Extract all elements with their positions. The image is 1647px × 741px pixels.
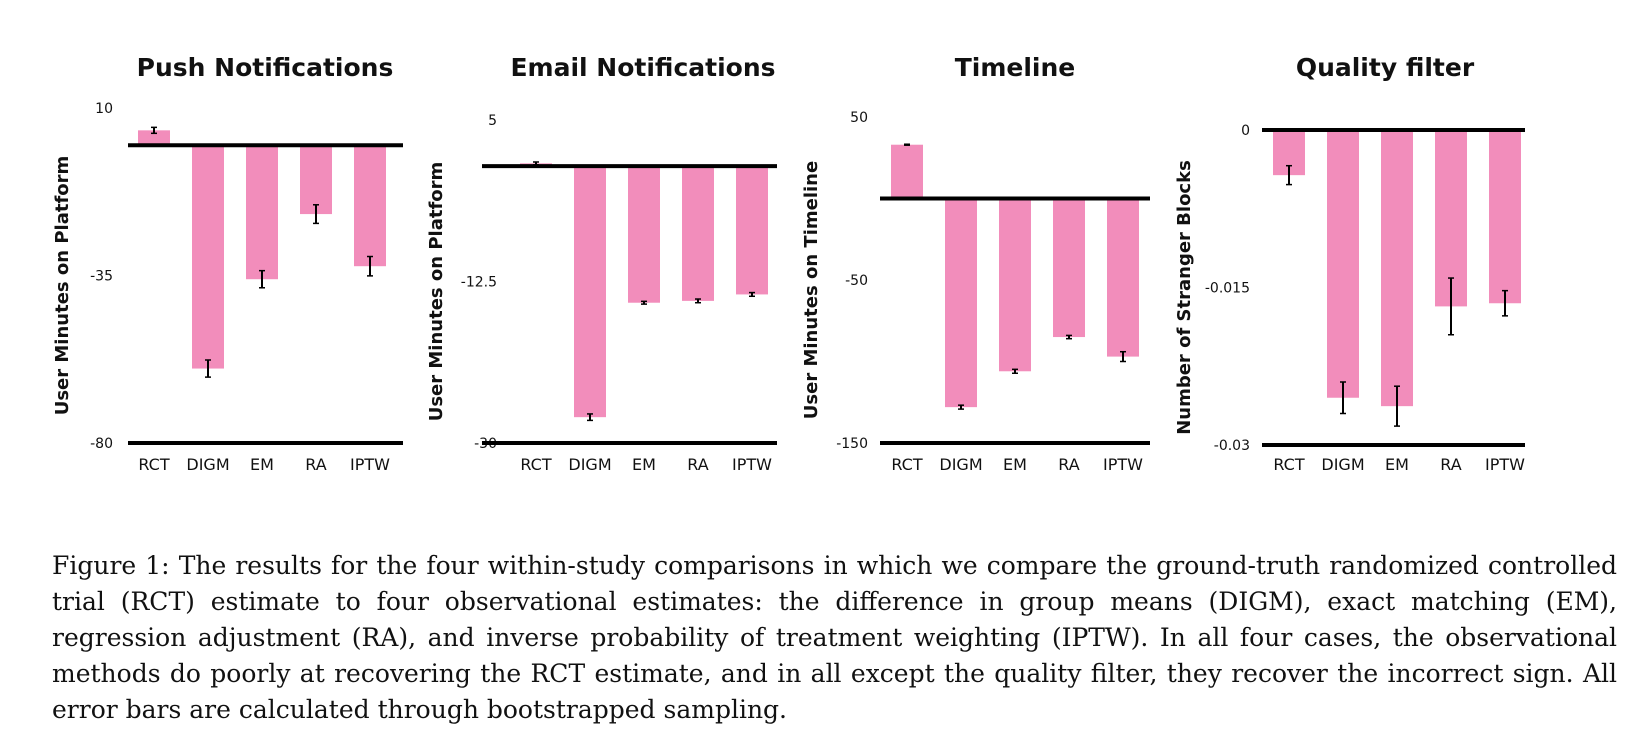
x-tick-label: RCT bbox=[520, 455, 551, 474]
chart-panel-4: Quality filter Number of Stranger Blocks 0… bbox=[1174, 53, 1525, 474]
x-tick-label: DIGM bbox=[939, 455, 982, 474]
x-tick-label: RCT bbox=[891, 455, 922, 474]
y-tick-label: -80 bbox=[90, 436, 113, 452]
y-axis-label: User Minutes on Timeline bbox=[801, 161, 822, 419]
y-tick-label: -0.03 bbox=[1214, 438, 1250, 454]
x-tick-label: RCT bbox=[138, 455, 169, 474]
figure-caption: Figure 1: The results for the four withi… bbox=[52, 551, 1617, 724]
y-axis-label: Number of Stranger Blocks bbox=[1174, 160, 1195, 435]
y-tick-label: 5 bbox=[488, 113, 497, 129]
x-tick-label: IPTW bbox=[732, 455, 772, 474]
chart-panel-1: Push Notifications User Minutes on Platfo… bbox=[52, 53, 403, 474]
y-tick-label: -0.015 bbox=[1205, 281, 1250, 297]
bar-iptw bbox=[354, 145, 386, 267]
x-tick-label: DIGM bbox=[1321, 455, 1364, 474]
y-axis-label: User Minutes on Platform bbox=[52, 156, 73, 416]
x-tick-label: EM bbox=[1003, 455, 1027, 474]
y-tick-label: -35 bbox=[90, 269, 113, 285]
chart-title: Quality filter bbox=[1296, 53, 1475, 82]
x-tick-label: DIGM bbox=[568, 455, 611, 474]
bar-ra bbox=[1435, 130, 1467, 307]
y-tick-label: 10 bbox=[95, 101, 113, 117]
bar-em bbox=[628, 166, 660, 303]
x-tick-label: IPTW bbox=[1485, 455, 1525, 474]
y-tick-label: 0 bbox=[1241, 123, 1250, 139]
y-tick-label: 50 bbox=[850, 110, 868, 126]
x-tick-label: IPTW bbox=[1103, 455, 1143, 474]
bar-rct bbox=[138, 130, 170, 146]
bar-digm bbox=[1327, 130, 1359, 398]
bar-em bbox=[246, 145, 278, 280]
y-tick-label: -12.5 bbox=[461, 275, 497, 291]
chart-panel-3: Timeline User Minutes on Timeline 50 -50 -15… bbox=[801, 53, 1150, 474]
bar-iptw bbox=[1107, 198, 1139, 357]
chart-title: Email Notifications bbox=[510, 53, 775, 82]
y-tick-label: -50 bbox=[845, 273, 868, 289]
x-tick-label: IPTW bbox=[350, 455, 390, 474]
x-tick-label: RA bbox=[1058, 455, 1079, 474]
y-axis-label: User Minutes on Platform bbox=[426, 162, 447, 422]
bar-iptw bbox=[736, 166, 768, 295]
chart-panel-2: Email Notifications User Minutes on Platf… bbox=[426, 53, 777, 474]
y-tick-label: -150 bbox=[836, 436, 868, 452]
bar-ra bbox=[300, 145, 332, 215]
x-tick-label: EM bbox=[1385, 455, 1409, 474]
bar-digm bbox=[192, 145, 224, 369]
figure: Push Notifications User Minutes on Platfo… bbox=[52, 53, 1525, 474]
bar-iptw bbox=[1489, 130, 1521, 304]
x-tick-label: EM bbox=[632, 455, 656, 474]
chart-title: Timeline bbox=[955, 53, 1076, 82]
bar-ra bbox=[1053, 198, 1085, 338]
x-tick-label: RA bbox=[1440, 455, 1461, 474]
x-tick-label: EM bbox=[250, 455, 274, 474]
x-tick-label: RA bbox=[305, 455, 326, 474]
bar-rct bbox=[891, 144, 923, 199]
bar-em bbox=[1381, 130, 1413, 407]
bar-ra bbox=[682, 166, 714, 301]
figure-svg: Push Notifications User Minutes on Platfo… bbox=[52, 53, 1525, 474]
bar-digm bbox=[945, 198, 977, 408]
chart-title: Push Notifications bbox=[137, 53, 394, 82]
x-tick-label: RCT bbox=[1273, 455, 1304, 474]
x-tick-label: RA bbox=[687, 455, 708, 474]
bar-em bbox=[999, 198, 1031, 372]
bar-digm bbox=[574, 166, 606, 418]
x-tick-label: DIGM bbox=[186, 455, 229, 474]
